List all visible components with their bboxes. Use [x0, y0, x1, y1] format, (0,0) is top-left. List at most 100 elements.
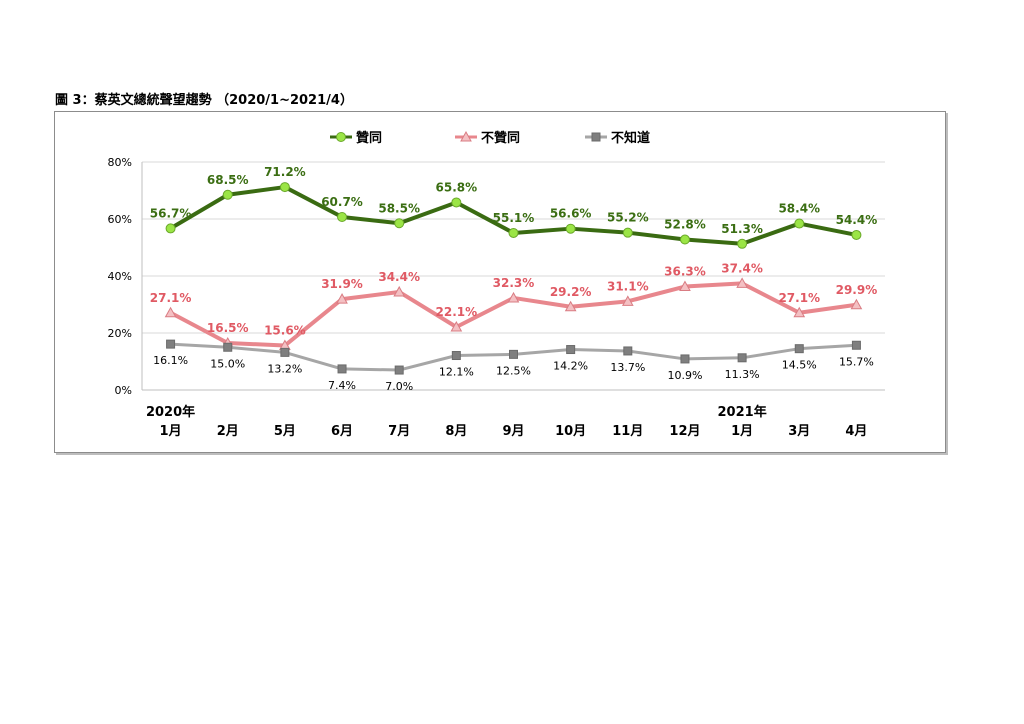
- data-point: [737, 238, 748, 249]
- data-point: [394, 365, 404, 375]
- data-label: 11.3%: [725, 368, 760, 381]
- y-tick-label: 0%: [115, 384, 132, 397]
- data-label: 65.8%: [436, 180, 478, 194]
- data-label: 14.5%: [782, 359, 817, 372]
- gridlines: [142, 161, 885, 334]
- legend-entry-label: 不贊同: [481, 130, 520, 146]
- data-point: [508, 227, 519, 238]
- data-point: [393, 285, 406, 297]
- data-point: [507, 291, 520, 303]
- data-label: 27.1%: [778, 291, 820, 305]
- year-label: 2021年: [718, 404, 767, 420]
- data-label: 37.4%: [721, 261, 763, 275]
- data-label: 52.8%: [664, 218, 706, 232]
- data-label: 27.1%: [150, 291, 192, 305]
- data-point: [794, 344, 804, 354]
- category-label: 3月: [788, 424, 810, 439]
- data-point: [623, 346, 633, 356]
- data-point: [509, 349, 518, 359]
- data-point: [736, 277, 748, 288]
- data-label: 13.7%: [610, 361, 645, 374]
- data-label: 54.4%: [836, 213, 878, 227]
- data-label: 22.1%: [436, 305, 478, 319]
- data-point: [337, 364, 347, 374]
- data-point: [164, 306, 177, 318]
- chart-frame: 0% 20% 40% 60% 80% 贊同 不贊同 不知道 56.7% 68.5% 71.2% 6…: [54, 111, 946, 453]
- data-label: 55.1%: [493, 211, 535, 225]
- data-point: [564, 300, 577, 312]
- data-label: 31.1%: [607, 279, 649, 293]
- data-point: [279, 182, 290, 193]
- data-label: 12.1%: [439, 366, 474, 379]
- data-label: 7.0%: [385, 380, 413, 393]
- category-label: 2月: [217, 424, 239, 439]
- category-label: 1月: [731, 424, 753, 439]
- data-label: 7.4%: [328, 379, 356, 392]
- category-label: 12月: [669, 424, 700, 439]
- data-label: 15.6%: [264, 324, 306, 338]
- legend: 贊同 不贊同 不知道: [330, 130, 650, 146]
- data-point: [565, 223, 576, 234]
- data-label: 60.7%: [321, 195, 363, 209]
- data-point: [679, 280, 691, 292]
- data-point: [222, 189, 233, 200]
- data-label: 58.5%: [378, 201, 420, 215]
- data-point: [336, 293, 348, 304]
- data-label: 10.9%: [667, 369, 702, 382]
- approval-trend-chart: 0% 20% 40% 60% 80% 贊同 不贊同 不知道 56.7% 68.5% 71.2% 6…: [108, 130, 885, 439]
- data-point: [280, 347, 290, 357]
- data-label: 29.9%: [836, 283, 878, 297]
- data-point: [622, 227, 633, 238]
- data-label: 16.1%: [153, 354, 188, 367]
- y-tick-label: 60%: [108, 213, 132, 226]
- legend-marker: [460, 130, 472, 142]
- data-label: 58.4%: [778, 202, 820, 216]
- data-point: [851, 229, 862, 240]
- data-label: 14.2%: [553, 360, 588, 373]
- data-label: 15.7%: [839, 355, 874, 368]
- data-point: [451, 197, 462, 208]
- category-label: 8月: [445, 424, 467, 439]
- category-label: 4月: [845, 424, 867, 439]
- data-point: [165, 223, 176, 234]
- data-label: 13.2%: [267, 362, 302, 375]
- legend-entry-label: 不知道: [611, 130, 650, 146]
- y-tick-label: 80%: [108, 156, 132, 169]
- data-label: 16.5%: [207, 321, 249, 335]
- data-point: [621, 295, 634, 306]
- category-label: 10月: [555, 424, 586, 439]
- data-label: 32.3%: [493, 276, 535, 290]
- y-tick-label: 20%: [108, 327, 132, 340]
- data-label: 56.6%: [550, 207, 592, 221]
- data-point: [679, 234, 690, 245]
- data-label: 71.2%: [264, 165, 306, 179]
- data-label: 29.2%: [550, 285, 592, 299]
- year-label: 2020年: [146, 404, 195, 420]
- category-label: 7月: [388, 424, 410, 439]
- data-point: [737, 353, 747, 363]
- y-tick-label: 40%: [108, 270, 132, 283]
- data-label: 51.3%: [721, 222, 763, 236]
- data-point: [223, 342, 233, 352]
- data-point: [337, 212, 348, 223]
- plot-area: 56.7% 68.5% 71.2% 60.7% 58.5% 65.8% 55.1% 56.6%…: [150, 165, 877, 393]
- data-point: [850, 298, 863, 310]
- category-label: 1月: [160, 424, 182, 439]
- data-point: [851, 340, 861, 350]
- legend-marker: [336, 132, 346, 142]
- category-label: 11月: [612, 424, 643, 439]
- data-point: [451, 351, 461, 361]
- data-point: [166, 339, 176, 349]
- figure-caption: 圖 3：蔡英文總統聲望趨勢 （2020/1~2021/4）: [55, 93, 353, 108]
- data-point: [566, 345, 576, 355]
- data-label: 15.0%: [210, 357, 245, 370]
- data-label: 12.5%: [496, 364, 531, 377]
- data-label: 56.7%: [150, 206, 192, 220]
- legend-marker: [591, 132, 601, 142]
- data-point: [450, 320, 463, 332]
- data-point: [793, 306, 806, 318]
- data-point: [794, 218, 805, 229]
- data-label: 68.5%: [207, 173, 249, 187]
- x-axis-labels: 2020年 1月 2月 5月 6月 7月 8月 9月 10月 11月 12月 2021年 1月 3月 4月: [146, 404, 867, 439]
- data-point: [680, 354, 690, 364]
